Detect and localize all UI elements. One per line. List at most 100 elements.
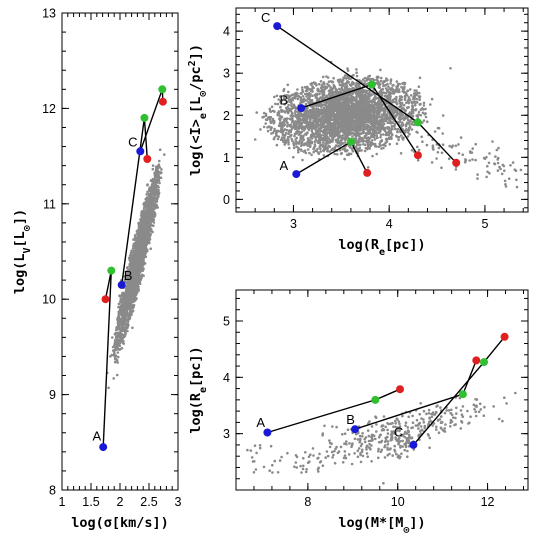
cloud-point — [119, 339, 123, 343]
cloud-point — [113, 344, 116, 347]
cloud-point — [154, 182, 158, 185]
cloud-point — [122, 305, 125, 309]
cloud-point — [144, 229, 148, 233]
cloud-point — [134, 247, 137, 251]
cloud-point — [144, 215, 148, 218]
cloud-point — [419, 102, 422, 106]
cloud-point — [282, 89, 285, 93]
cloud-point — [379, 135, 382, 139]
cloud-point — [396, 82, 400, 86]
cloud-point — [287, 132, 290, 135]
cloud-point — [113, 341, 117, 344]
cloud-point — [151, 210, 154, 213]
cloud-point — [319, 150, 323, 153]
point-A-blue — [99, 443, 108, 452]
cloud-point — [346, 80, 349, 84]
cloud-point — [143, 219, 146, 222]
cloud-point — [287, 130, 291, 133]
cloud-point — [145, 196, 149, 199]
cloud-point — [146, 201, 149, 204]
cloud-point — [139, 248, 142, 251]
cloud-point — [113, 352, 116, 355]
cloud-point — [134, 256, 137, 260]
cloud-point — [149, 223, 152, 227]
y-tick-label: 11 — [43, 197, 56, 211]
cloud-point — [155, 178, 158, 182]
panel-frame — [61, 12, 179, 491]
x-tick-label: 1 — [59, 495, 66, 509]
cloud-point — [335, 153, 339, 156]
cloud-point — [137, 230, 141, 234]
cloud-point — [405, 101, 408, 105]
track-label-A: A — [92, 428, 101, 443]
cloud-point — [132, 260, 136, 264]
cloud-point — [418, 97, 421, 101]
cloud-point — [394, 127, 397, 131]
cloud-point — [135, 262, 139, 265]
cloud-point — [381, 143, 385, 147]
cloud-point — [113, 360, 117, 364]
cloud-point — [362, 143, 365, 146]
cloud-point — [409, 88, 412, 91]
cloud-point — [147, 237, 151, 240]
cloud-point — [136, 279, 139, 283]
cloud-point — [379, 68, 382, 72]
cloud-point — [144, 234, 147, 238]
cloud-point — [132, 283, 136, 287]
cloud-point — [113, 339, 117, 342]
cloud-point — [119, 305, 122, 309]
cloud-point — [119, 333, 123, 337]
cloud-point — [383, 94, 387, 98]
cloud-point — [310, 153, 313, 157]
sim-cloud — [253, 60, 523, 189]
cloud-point — [277, 135, 281, 138]
cloud-point — [129, 305, 133, 309]
x-tick-label: 2.5 — [140, 495, 157, 509]
cloud-point — [384, 87, 388, 90]
cloud-point — [111, 336, 114, 339]
cloud-point — [129, 252, 133, 256]
cloud-point — [363, 149, 367, 153]
cloud-point — [313, 140, 317, 144]
point-B-green — [140, 113, 149, 122]
y-axis-label: log(LV[L⊙]) — [12, 209, 33, 294]
cloud-point — [135, 245, 138, 248]
cloud-point — [300, 142, 304, 145]
cloud-point — [126, 320, 130, 323]
cloud-point — [117, 320, 120, 324]
cloud-point — [419, 114, 423, 117]
cloud-point — [139, 254, 142, 258]
cloud-point — [112, 349, 115, 352]
cloud-point — [135, 276, 138, 279]
cloud-point — [316, 115, 319, 119]
cloud-point — [119, 297, 123, 301]
cloud-point — [143, 237, 147, 240]
cloud-point — [261, 116, 264, 119]
cloud-point — [116, 343, 119, 347]
cloud-point — [403, 83, 406, 86]
cloud-point — [115, 373, 119, 377]
cloud-point — [286, 121, 289, 125]
cloud-point — [286, 138, 289, 141]
cloud-point — [386, 127, 390, 131]
cloud-point — [369, 122, 373, 126]
cloud-point — [122, 308, 126, 311]
cloud-point — [349, 84, 353, 87]
cloud-point — [126, 329, 129, 333]
cloud-point — [157, 188, 160, 192]
cloud-point — [153, 215, 156, 218]
y-tick-label: 10 — [42, 293, 56, 307]
cloud-point — [115, 327, 119, 331]
cloud-point — [262, 125, 266, 129]
cloud-point — [142, 231, 146, 235]
cloud-point — [157, 186, 160, 189]
cloud-point — [380, 76, 383, 80]
cloud-point — [151, 167, 155, 171]
cloud-point — [132, 238, 135, 241]
cloud-point — [115, 358, 119, 362]
cloud-point — [148, 234, 152, 237]
cloud-point — [120, 302, 123, 306]
x-tick-label: 2 — [117, 495, 124, 509]
cloud-point — [116, 361, 119, 364]
